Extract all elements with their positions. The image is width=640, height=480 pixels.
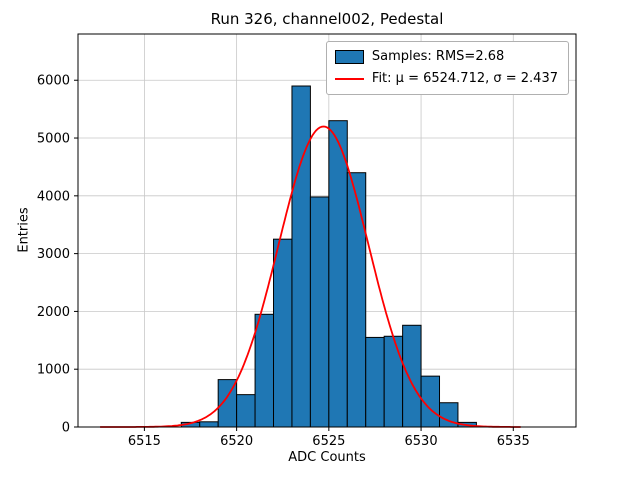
legend-item-samples: Samples: RMS=2.68 [334,49,558,64]
fit-curve [100,125,521,428]
legend: Samples: RMS=2.68 Fit: μ = 6524.712, σ =… [325,41,569,95]
histogram-bar [346,172,367,428]
legend-label-samples: Samples: RMS=2.68 [371,49,505,64]
histogram-bar [236,394,256,428]
y-tick-label: 0 [62,421,70,436]
chart-title: Run 326, channel002, Pedestal [210,10,444,28]
x-axis-label: ADC Counts [288,450,366,465]
histogram-bar [273,238,293,428]
legend-label-fit: Fit: μ = 6524.712, σ = 2.437 [371,71,558,86]
y-axis-label: Entries [16,207,32,253]
y-tick-label: 2000 [37,305,70,320]
histogram-bar [199,421,219,428]
histogram-bar [365,336,385,428]
x-tick-label: 6515 [128,434,161,449]
histogram-bar [309,196,330,428]
axes-spine [77,33,577,428]
y-tick-label: 4000 [37,189,70,204]
histogram-bar [383,335,404,428]
x-tick-label: 6535 [497,434,530,449]
x-tick-label: 6520 [220,434,253,449]
y-tick-label: 3000 [37,247,70,262]
y-tick-label: 5000 [37,132,70,147]
y-tick-label: 6000 [37,74,70,89]
histogram-bar [328,120,348,428]
histogram-bar [254,313,275,428]
histogram-swatch [334,49,364,64]
fit-line-swatch [334,77,364,80]
histogram-bar [402,324,422,428]
legend-item-fit: Fit: μ = 6524.712, σ = 2.437 [334,71,558,86]
histogram-bar [291,85,311,428]
x-tick-label: 6525 [312,434,345,449]
y-tick-label: 1000 [37,363,70,378]
x-tick-label: 6530 [405,434,438,449]
